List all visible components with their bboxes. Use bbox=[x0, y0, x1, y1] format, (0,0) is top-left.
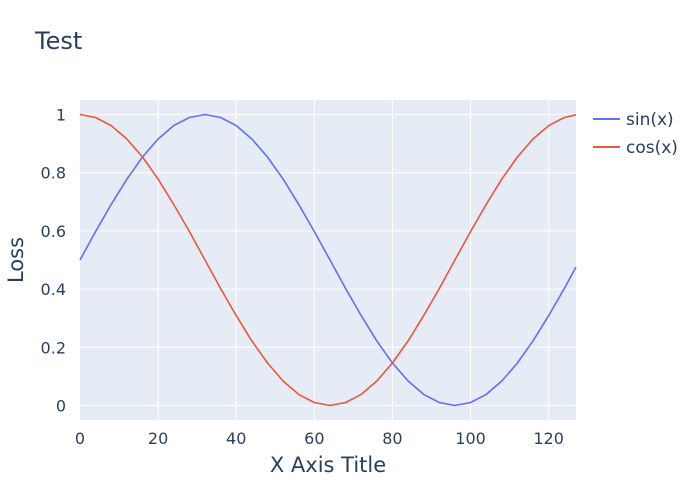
x-tick-label: 80 bbox=[382, 429, 402, 448]
plot-area bbox=[80, 100, 576, 420]
x-tick-label: 60 bbox=[304, 429, 324, 448]
y-tick-label: 0.4 bbox=[41, 280, 66, 299]
series-line-sinx bbox=[79, 113, 577, 407]
series-lines bbox=[79, 113, 577, 407]
chart-title: Test bbox=[34, 27, 82, 55]
legend: sin(x) cos(x) bbox=[593, 110, 678, 158]
y-tick-label: 0.8 bbox=[41, 164, 66, 183]
y-tick-label: 0 bbox=[56, 396, 66, 415]
x-tick-label: 40 bbox=[226, 429, 246, 448]
legend-label: sin(x) bbox=[626, 110, 674, 130]
grid bbox=[80, 100, 576, 420]
y-tick-label: 0.2 bbox=[41, 338, 66, 357]
y-axis: 0 0.2 0.4 0.6 0.8 1 bbox=[41, 106, 66, 416]
series-line-cosx bbox=[79, 113, 577, 407]
x-tick-label: 100 bbox=[455, 429, 486, 448]
x-tick-label: 20 bbox=[148, 429, 168, 448]
x-axis-title: X Axis Title bbox=[270, 453, 386, 477]
y-axis-title: Loss bbox=[4, 237, 28, 283]
x-tick-label: 0 bbox=[75, 429, 85, 448]
x-tick-label: 120 bbox=[533, 429, 564, 448]
x-axis: 0 20 40 60 80 100 120 bbox=[75, 429, 564, 448]
y-tick-label: 1 bbox=[56, 106, 66, 125]
y-tick-label: 0.6 bbox=[41, 222, 66, 241]
legend-label: cos(x) bbox=[626, 138, 678, 158]
